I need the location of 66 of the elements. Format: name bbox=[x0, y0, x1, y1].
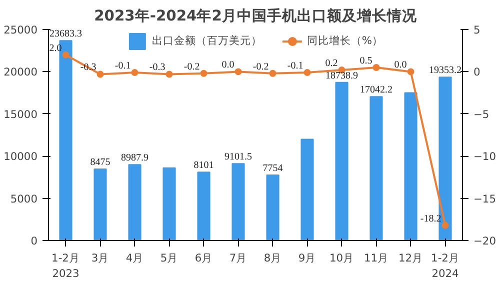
data-label: 19353.2 bbox=[429, 65, 462, 76]
data-label: 18738.9 bbox=[326, 70, 358, 82]
bar bbox=[300, 138, 314, 240]
point bbox=[407, 68, 414, 76]
bar bbox=[128, 164, 142, 240]
x-tick-label: 12月 bbox=[398, 252, 424, 264]
bar bbox=[335, 82, 348, 240]
y2-tick-label: 0 bbox=[474, 66, 480, 79]
x-tick-label: 3月 bbox=[91, 252, 110, 264]
data-label: 0.0 bbox=[222, 60, 234, 71]
data-label: 8475 bbox=[90, 156, 110, 168]
bar bbox=[266, 174, 280, 240]
data-label: 8987.9 bbox=[121, 152, 148, 164]
y-tick-label: 20000 bbox=[4, 66, 38, 79]
x-tick-label: 8月 bbox=[264, 252, 282, 264]
data-label: 0.0 bbox=[394, 60, 407, 71]
point bbox=[62, 51, 70, 58]
legend-label: 同比增长（%） bbox=[306, 34, 384, 48]
y-tick-label: 5000 bbox=[10, 192, 38, 206]
data-label: 8101 bbox=[194, 160, 214, 172]
data-label: -0.2 bbox=[252, 61, 269, 72]
point bbox=[269, 70, 276, 77]
x-tick-label: 5月 bbox=[160, 252, 178, 264]
point bbox=[442, 222, 449, 229]
data-label: -0.3 bbox=[149, 62, 166, 74]
x-tick-label: 4月 bbox=[126, 252, 144, 264]
data-label: -0.1 bbox=[114, 60, 131, 72]
bar bbox=[404, 92, 418, 240]
point bbox=[234, 68, 242, 76]
data-label: 7754 bbox=[262, 163, 283, 174]
y-tick-label: 0 bbox=[30, 234, 38, 248]
x-tick-label: 10月 bbox=[329, 252, 354, 264]
legend-label: 出口金额（百万美元） bbox=[152, 34, 262, 48]
data-label: 9101.5 bbox=[224, 152, 252, 163]
x-tick-label: 1-2月 2023 bbox=[52, 252, 80, 280]
point bbox=[200, 70, 208, 77]
chart-title: 2023年-2024年2月中国手机出口额及增长情况 bbox=[94, 6, 418, 24]
bar bbox=[232, 163, 245, 240]
y-tick-label: 15000 bbox=[4, 108, 38, 121]
y2-tick-label: −15 bbox=[474, 192, 496, 206]
data-label: 17042.2 bbox=[360, 84, 392, 96]
x-tick-label: 1-2月 2024 bbox=[431, 252, 460, 280]
y2-tick-label: −10 bbox=[474, 150, 496, 164]
bar bbox=[94, 168, 107, 240]
x-tick-label: 7月 bbox=[229, 252, 248, 264]
x-tick-label: 9月 bbox=[298, 252, 316, 264]
y2-tick-label: −5 bbox=[474, 108, 490, 121]
y2-tick-label: 5 bbox=[474, 24, 480, 36]
x-tick-label: 6月 bbox=[194, 252, 213, 264]
data-label: 0.5 bbox=[360, 55, 372, 66]
point bbox=[131, 69, 138, 76]
data-label: -0.1 bbox=[287, 60, 304, 72]
y2-tick-label: −20 bbox=[474, 234, 496, 248]
data-label: 0.2 bbox=[325, 58, 338, 70]
y-tick-label: 25000 bbox=[4, 24, 38, 36]
x-tick-label: 11月 bbox=[364, 252, 389, 264]
bar bbox=[197, 172, 210, 240]
data-label: 23683.3 bbox=[50, 28, 82, 40]
point bbox=[166, 70, 173, 78]
bar bbox=[370, 96, 383, 240]
point bbox=[304, 69, 311, 76]
bar bbox=[162, 167, 176, 240]
point bbox=[96, 70, 104, 78]
data-label: -0.2 bbox=[184, 61, 200, 72]
point bbox=[372, 64, 380, 71]
y-tick-label: 10000 bbox=[4, 150, 38, 164]
